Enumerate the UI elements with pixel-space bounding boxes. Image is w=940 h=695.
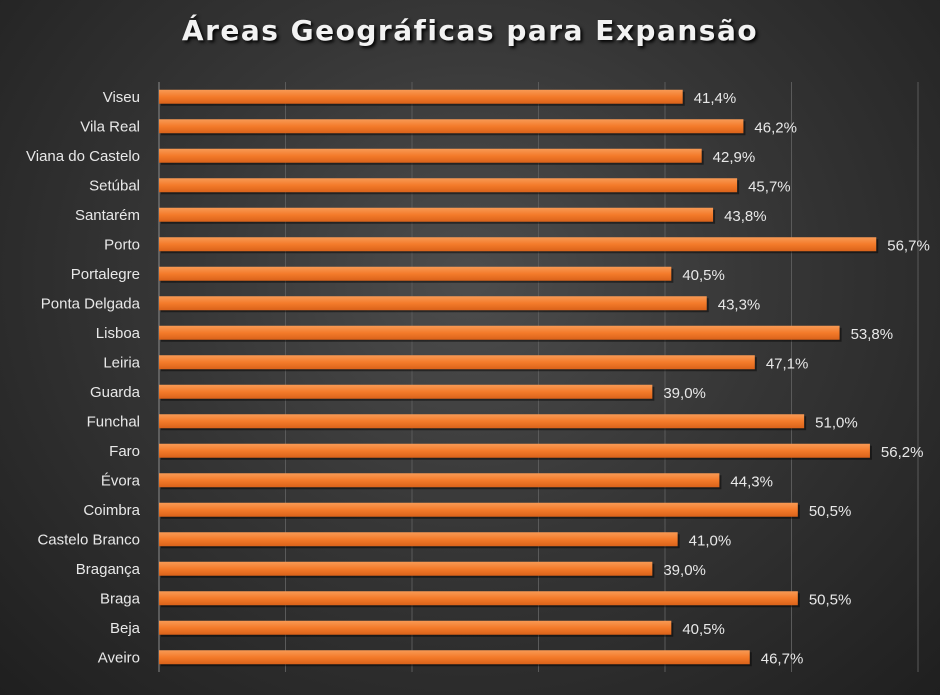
category-label: Setúbal (89, 177, 140, 194)
bar (159, 148, 702, 163)
category-label: Aveiro (98, 649, 140, 666)
bar (159, 473, 720, 488)
data-label: 39,0% (663, 562, 706, 579)
data-label: 41,0% (689, 532, 732, 549)
data-label: 51,0% (815, 414, 858, 431)
data-label: 39,0% (663, 385, 706, 402)
category-label: Viseu (103, 89, 140, 106)
data-label: 40,5% (682, 621, 725, 638)
bar (159, 650, 750, 665)
bar (159, 325, 840, 340)
category-label: Évora (101, 472, 141, 489)
category-label: Porto (104, 236, 140, 253)
bar (159, 89, 683, 104)
data-label: 43,3% (718, 296, 761, 313)
category-label: Coimbra (83, 502, 140, 519)
chart-title: Áreas Geográficas para Expansão (181, 14, 759, 47)
bar (159, 355, 755, 370)
bar (159, 443, 870, 458)
bar (159, 620, 672, 635)
category-label: Portalegre (71, 266, 140, 283)
category-label: Funchal (87, 413, 140, 430)
data-label: 50,5% (809, 591, 852, 608)
data-label: 46,7% (761, 650, 804, 667)
bar (159, 207, 714, 222)
data-label: 43,8% (724, 208, 767, 225)
category-label: Bragança (76, 561, 141, 578)
data-label: 40,5% (682, 267, 725, 284)
data-label: 50,5% (809, 503, 852, 520)
bar (159, 384, 653, 399)
data-label: 53,8% (851, 326, 894, 343)
bar (159, 532, 678, 547)
bar (159, 119, 744, 134)
category-label: Guarda (90, 384, 141, 401)
category-label: Faro (109, 443, 140, 460)
category-label: Ponta Delgada (41, 295, 141, 312)
category-label: Vila Real (80, 118, 140, 135)
category-label: Santarém (75, 207, 140, 224)
data-label: 45,7% (748, 178, 791, 195)
category-label: Leiria (103, 354, 140, 371)
bar (159, 266, 672, 281)
category-label: Castelo Branco (37, 531, 140, 548)
bar (159, 414, 805, 429)
category-label: Viana do Castelo (26, 148, 140, 165)
bar (159, 502, 798, 517)
category-label: Braga (100, 590, 141, 607)
data-label: 47,1% (766, 355, 809, 372)
data-label: 41,4% (694, 90, 737, 107)
category-label: Beja (110, 620, 141, 637)
category-label: Lisboa (96, 325, 141, 342)
data-label: 42,9% (713, 149, 756, 166)
data-label: 46,2% (754, 119, 797, 136)
data-label: 44,3% (730, 473, 773, 490)
bar (159, 561, 653, 576)
bar (159, 591, 798, 606)
bar (159, 237, 877, 252)
data-label: 56,7% (887, 237, 930, 254)
bar (159, 178, 738, 193)
bar (159, 296, 707, 311)
data-label: 56,2% (881, 444, 924, 461)
